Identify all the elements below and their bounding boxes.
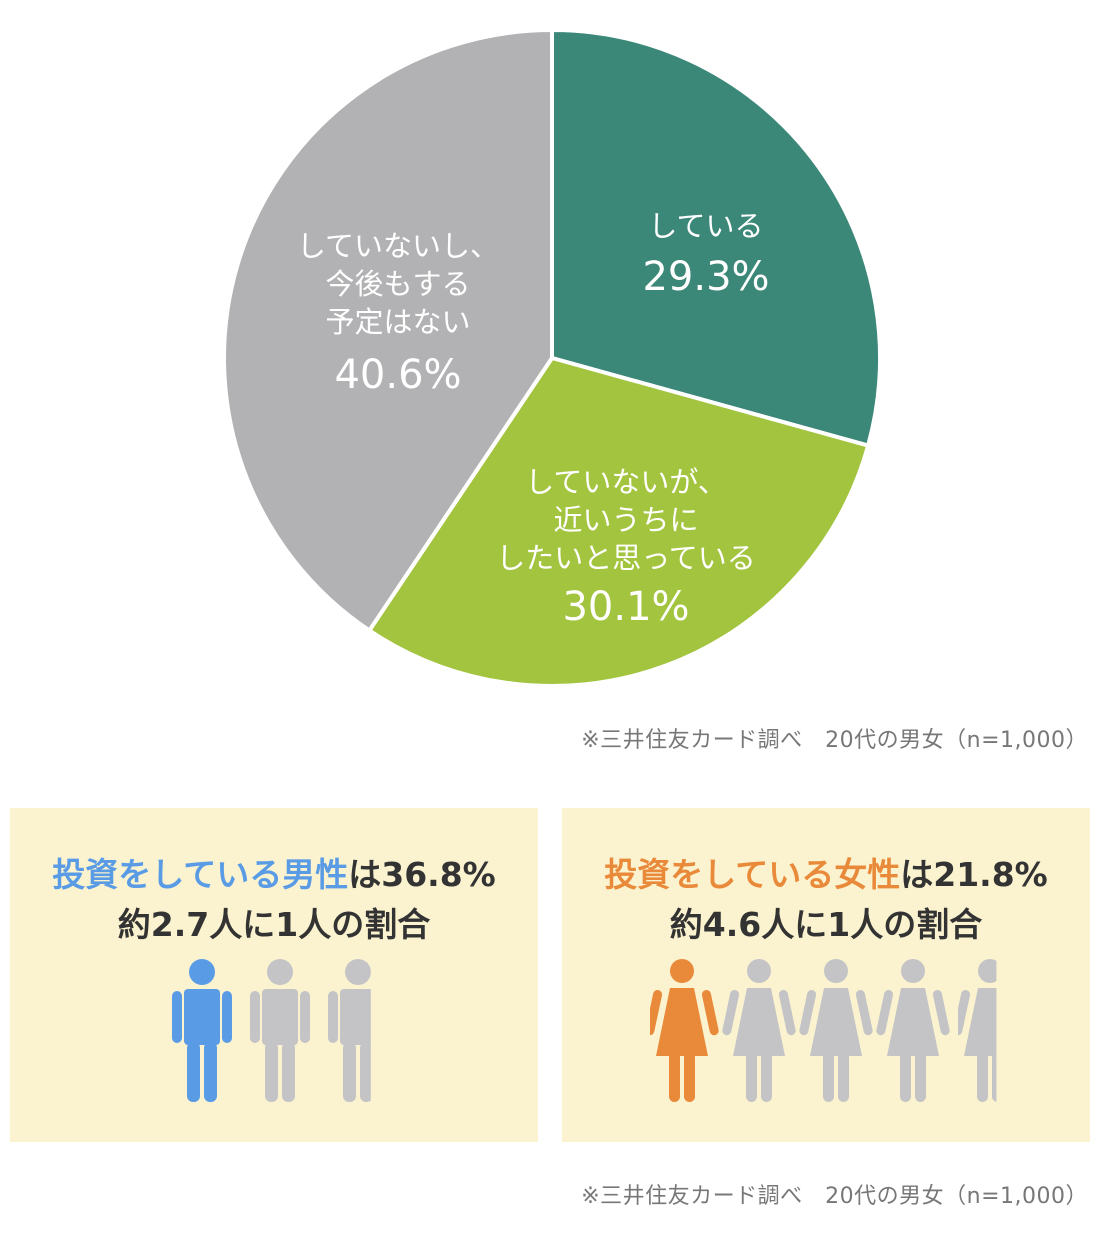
source-note: ※三井住友カード調べ 20代の男女（n=1,000） — [581, 728, 1088, 753]
male-ratio-text: 約2.7人に1人の割合 — [117, 905, 431, 944]
male-highlight: 投資をしている男性 — [52, 855, 349, 894]
slice-label: していないし、今後もする予定はない — [297, 229, 499, 339]
pie-slice — [367, 356, 871, 688]
female-person-icon — [958, 959, 997, 1102]
pie-slice — [222, 28, 554, 633]
male-panel: 投資をしている男性は36.8% 約2.7人に1人の割合 — [10, 808, 538, 1142]
female-person-icon — [876, 959, 950, 1102]
male-person-icon — [328, 959, 371, 1102]
female-headline: 投資をしている女性は21.8% — [562, 848, 1090, 896]
slice-label: している — [648, 209, 763, 243]
slice-label: していないが、近いうちにしたいと思っている — [496, 465, 756, 575]
pie-slice — [550, 28, 882, 448]
female-people-icons — [650, 959, 997, 1102]
male-rate: は36.8% — [348, 855, 496, 894]
male-person-icon — [172, 959, 232, 1102]
female-person-icon — [722, 959, 796, 1102]
female-panel: 投資をしている女性は21.8% 約4.6人に1人の割合 — [562, 808, 1090, 1142]
female-person-icon — [799, 959, 873, 1102]
male-person-icon — [250, 959, 310, 1102]
male-people-icons — [172, 959, 371, 1102]
slice-value-label: 40.6% — [334, 352, 461, 398]
female-ratio-text: 約4.6人に1人の割合 — [669, 905, 983, 944]
source-note-bottom: ※三井住友カード調べ 20代の男女（n=1,000） — [581, 1184, 1088, 1209]
pie-chart: している 29.3% していないが、近いうちにしたいと思っている 30.1% していない… — [222, 28, 882, 688]
male-headline: 投資をしている男性は36.8% — [10, 848, 538, 896]
slice-value-label: 29.3% — [642, 254, 769, 300]
female-rate: は21.8% — [900, 855, 1048, 894]
slice-value-label: 30.1% — [562, 584, 689, 630]
female-highlight: 投資をしている女性 — [604, 855, 901, 894]
female-person-icon — [650, 959, 719, 1102]
